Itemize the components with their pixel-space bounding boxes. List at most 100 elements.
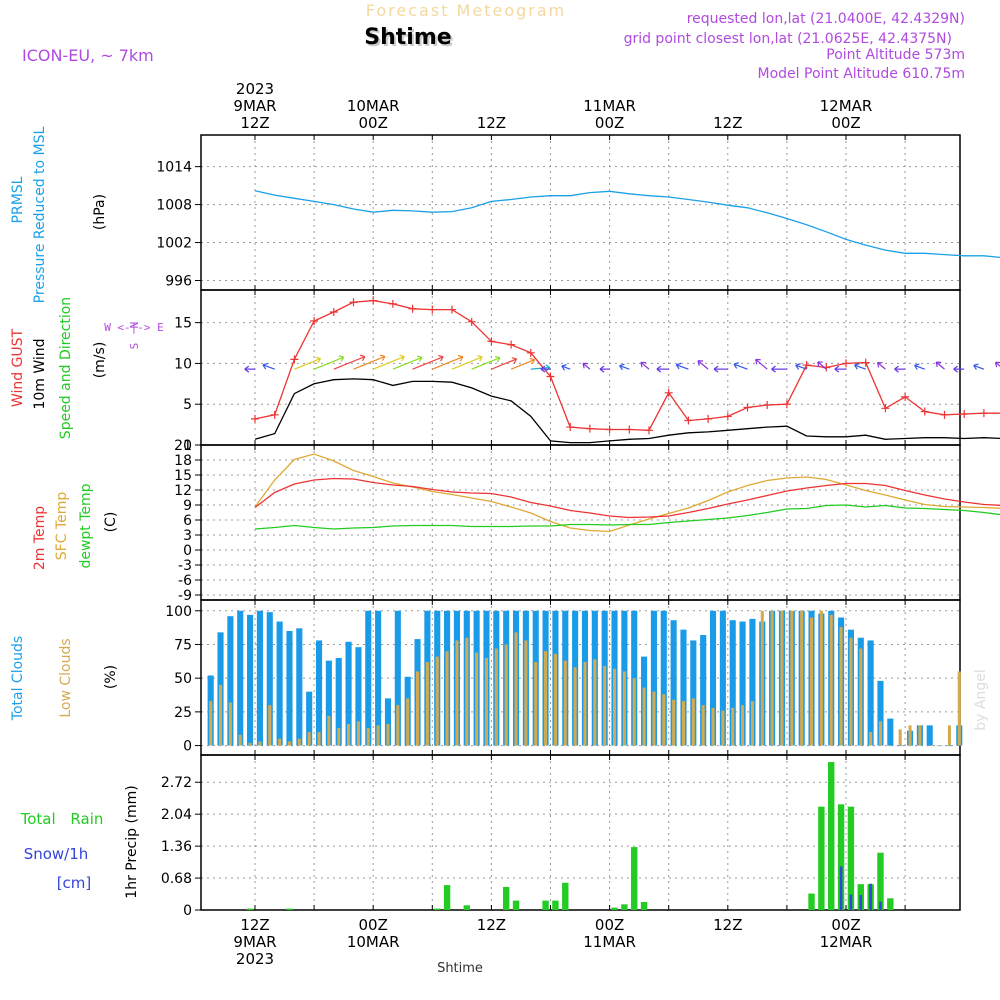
dew-label: dewpt Temp bbox=[78, 483, 94, 568]
y-tick-label: 0 bbox=[183, 438, 192, 454]
total-cloud-bar bbox=[345, 641, 352, 746]
bottom-tick-label: 00Z bbox=[359, 916, 388, 934]
wind-arrow bbox=[834, 365, 846, 373]
wind-arrow bbox=[262, 362, 275, 370]
wind-arrow bbox=[432, 354, 464, 370]
low-cloud-bar bbox=[938, 745, 942, 747]
total-cloud-bar bbox=[394, 610, 401, 746]
gust-marker bbox=[310, 317, 319, 325]
y-tick-label: 6 bbox=[183, 513, 192, 529]
low-cloud-bar bbox=[248, 742, 252, 746]
low-cloud-bar bbox=[297, 738, 301, 746]
wind-panel: Wind GUST 10m Wind Speed and Direction (… bbox=[10, 289, 1000, 454]
wind-arrow bbox=[817, 361, 827, 370]
y-tick-label: 1008 bbox=[156, 198, 192, 214]
low-cloud-bar bbox=[928, 745, 932, 747]
low-cloud-bar bbox=[228, 702, 232, 746]
low-cloud-bar bbox=[662, 694, 666, 746]
wind-arrow bbox=[530, 364, 551, 372]
gust-marker bbox=[290, 355, 299, 364]
gust-marker bbox=[428, 305, 437, 314]
pressure-unit: (hPa) bbox=[92, 194, 108, 230]
total-cloud-bar bbox=[926, 725, 933, 746]
bottom-tick-label: 12Z bbox=[477, 916, 506, 934]
snow-bar bbox=[869, 883, 872, 910]
gust-marker bbox=[940, 410, 949, 419]
cloud-unit: (%) bbox=[103, 665, 119, 689]
pressure-label-short: PRMSL bbox=[10, 176, 26, 223]
model-altitude: Model Point Altitude 610.75m bbox=[758, 66, 965, 82]
low-cloud-bar bbox=[731, 707, 735, 746]
wind-arrow bbox=[333, 354, 366, 370]
wind-arrow bbox=[771, 365, 787, 373]
wind-arrow bbox=[313, 355, 345, 370]
precip-unit: 1hr Precip (mm) bbox=[124, 785, 140, 898]
top-tick-label: 12Z bbox=[240, 114, 269, 132]
y-tick-label: 0 bbox=[183, 543, 192, 559]
bottom-tick-label: 00Z bbox=[831, 916, 860, 934]
top-tick-label: 10MAR bbox=[347, 97, 400, 115]
bottom-tick-label: 12Z bbox=[713, 916, 742, 934]
panel-frame bbox=[200, 754, 961, 911]
low-cloud-bar bbox=[317, 732, 321, 746]
gust-marker bbox=[723, 412, 732, 421]
top-tick-label: 11MAR bbox=[583, 97, 636, 115]
rain-bar bbox=[877, 852, 884, 910]
footer-location: Shtime bbox=[437, 961, 483, 976]
low-cloud-bar bbox=[563, 660, 567, 746]
total-cloud-bar bbox=[286, 631, 293, 746]
total-cloud-bar bbox=[247, 614, 254, 746]
gust-marker bbox=[664, 388, 673, 397]
gust-marker bbox=[645, 426, 653, 435]
total-cloud-bar bbox=[887, 718, 894, 746]
low-cloud-bar bbox=[869, 732, 873, 746]
wind-arrow bbox=[372, 354, 405, 370]
gust-marker bbox=[920, 407, 929, 416]
wind-arrow bbox=[244, 365, 255, 373]
y-tick-label: 996 bbox=[165, 274, 192, 290]
total-cloud-bar bbox=[315, 640, 323, 746]
low-cloud-bar bbox=[465, 637, 469, 746]
low-cloud-bar bbox=[800, 610, 804, 746]
low-cloud-bar bbox=[504, 644, 508, 746]
low-cloud-bar bbox=[396, 705, 400, 746]
gust-marker bbox=[763, 401, 772, 410]
low-cloud-bar bbox=[819, 610, 823, 746]
gust-marker bbox=[585, 424, 594, 433]
low-cloud-bar bbox=[524, 640, 528, 746]
wind-arrow bbox=[491, 357, 518, 370]
low-cloud-bar bbox=[701, 705, 705, 746]
wind-arrow bbox=[510, 357, 536, 370]
total-cloud-bar bbox=[256, 610, 263, 746]
low-cloud-bar bbox=[603, 666, 607, 746]
total-cloud-bar bbox=[719, 610, 726, 746]
gust-marker bbox=[743, 403, 752, 412]
sfc-temp-line bbox=[254, 453, 1000, 533]
gust-marker bbox=[329, 308, 338, 317]
rain-bar bbox=[611, 907, 618, 910]
compass-we: W <-|-> E bbox=[104, 321, 164, 334]
low-cloud-bar bbox=[741, 705, 745, 746]
total-cloud-bar bbox=[670, 620, 677, 746]
snow-unit: [cm] bbox=[57, 874, 92, 892]
rain-bar bbox=[512, 900, 520, 910]
gust-marker bbox=[369, 296, 378, 305]
total-cloud-bar bbox=[306, 691, 313, 746]
low-cloud-bar bbox=[898, 729, 902, 746]
total-cloud-bar bbox=[335, 657, 342, 746]
sfc-label: SFC Temp bbox=[54, 492, 70, 561]
total-cloud-bar bbox=[680, 629, 687, 746]
total-cloud-bar bbox=[749, 618, 756, 746]
rain-bar bbox=[246, 908, 254, 910]
gust-marker bbox=[270, 410, 279, 419]
total-cloud-bar bbox=[296, 628, 303, 746]
pressure-label-long: Pressure Reduced to MSL bbox=[32, 126, 48, 303]
direction-label: Speed and Direction bbox=[58, 297, 74, 439]
rain-bar bbox=[562, 882, 569, 910]
y-tick-label: 1002 bbox=[156, 236, 192, 252]
low-cloud-bar bbox=[957, 671, 961, 746]
low-cloud-bar bbox=[218, 684, 223, 746]
y-tick-label: 21 bbox=[174, 438, 192, 454]
wind-arrow bbox=[854, 363, 866, 370]
top-tick-label: 00Z bbox=[831, 114, 860, 132]
